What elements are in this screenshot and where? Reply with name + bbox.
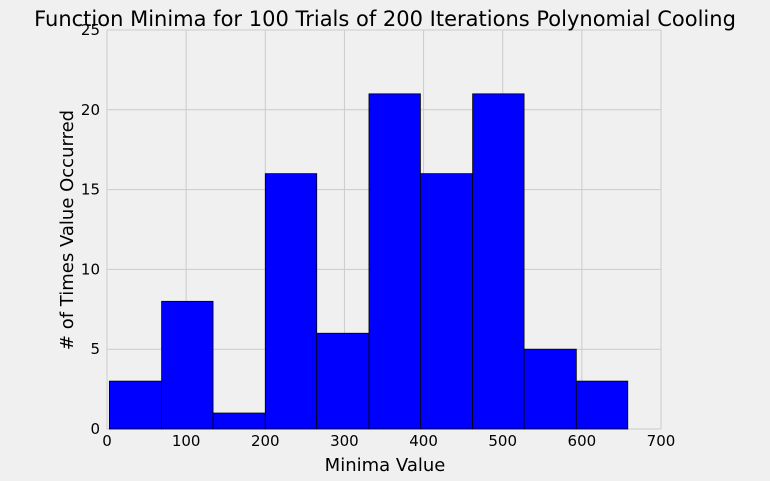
histogram-bar-6 — [420, 173, 474, 430]
histogram-bar-5 — [368, 93, 421, 430]
histogram-bar-3 — [264, 173, 318, 430]
histogram-bar-4 — [316, 332, 370, 430]
x-tick-label-4: 400 — [409, 432, 438, 450]
histogram-bar-0 — [108, 380, 163, 430]
histogram-bar-7 — [472, 93, 525, 430]
x-tick-label-6: 600 — [568, 432, 597, 450]
x-tick-label-0: 0 — [102, 432, 112, 450]
y-tick-label-1: 5 — [90, 340, 100, 358]
x-tick-label-5: 500 — [488, 432, 517, 450]
y-tick-label-4: 20 — [81, 101, 100, 119]
histogram-bar-8 — [523, 348, 577, 430]
histogram-bar-1 — [161, 300, 214, 430]
y-tick-label-2: 10 — [81, 260, 100, 278]
histogram-bar-9 — [575, 380, 629, 430]
x-tick-labels: 0 100 200 300 400 500 600 700 — [102, 432, 675, 450]
x-tick-label-7: 700 — [647, 432, 676, 450]
y-tick-labels: 0 5 10 15 20 25 — [81, 21, 100, 438]
y-tick-label-0: 0 — [90, 420, 100, 438]
y-axis-label: # of Times Value Occurred — [57, 110, 78, 350]
y-tick-label-3: 15 — [81, 181, 100, 199]
histogram-bar-2 — [212, 412, 266, 430]
chart-title: Function Minima for 100 Trials of 200 It… — [34, 7, 736, 31]
x-tick-label-1: 100 — [172, 432, 201, 450]
x-tick-label-3: 300 — [330, 432, 359, 450]
x-axis-label: Minima Value — [325, 455, 446, 476]
x-tick-label-2: 200 — [251, 432, 280, 450]
bars — [108, 93, 629, 430]
y-tick-label-5: 25 — [81, 21, 100, 39]
